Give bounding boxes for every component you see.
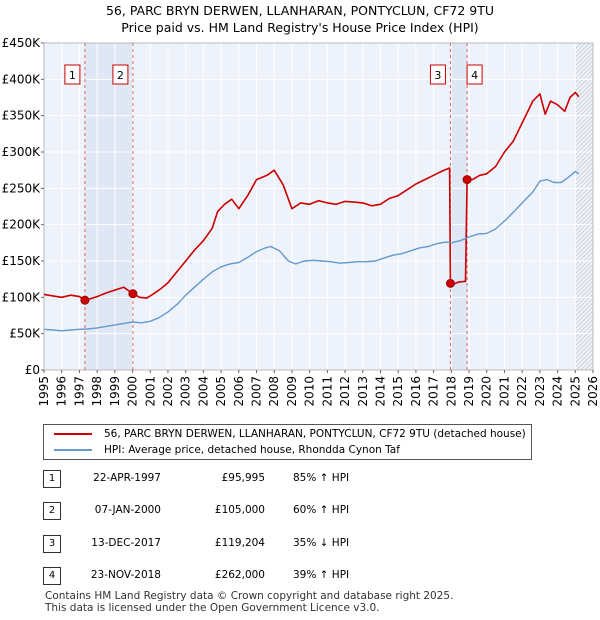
x-tick-label: 2014	[373, 376, 387, 407]
sale-band-1-2	[84, 43, 133, 370]
legend-item-property: 56, PARC BRYN DERWEN, LLANHARAN, PONTYCL…	[54, 426, 526, 442]
x-tick-label: 2011	[320, 376, 334, 407]
sale-label-text: 4	[471, 69, 478, 82]
legend-item-hpi: HPI: Average price, detached house, Rhon…	[54, 442, 400, 458]
x-tick-label: 2021	[497, 376, 511, 407]
x-tick-label: 2009	[285, 376, 299, 407]
x-tick-label: 2007	[250, 376, 264, 407]
x-tick-label: 2026	[586, 376, 600, 407]
x-tick-label: 1995	[37, 376, 51, 407]
chart-subtitle: Price paid vs. HM Land Registry's House …	[121, 20, 479, 35]
y-tick-label: £200K	[2, 218, 42, 232]
x-tick-label: 2019	[462, 376, 476, 407]
legend-swatch-property	[54, 433, 92, 435]
y-tick-label: £250K	[2, 181, 42, 195]
x-tick-label: 2000	[126, 376, 140, 407]
x-tick-label: 2020	[480, 376, 494, 407]
legend-swatch-hpi	[54, 449, 92, 451]
legend-label-property: 56, PARC BRYN DERWEN, LLANHARAN, PONTYCL…	[104, 428, 526, 440]
x-tick-label: 2001	[143, 376, 157, 407]
x-tick-label: 2015	[391, 376, 405, 407]
x-tick-label: 2023	[533, 376, 547, 407]
chart-title: 56, PARC BRYN DERWEN, LLANHARAN, PONTYCL…	[105, 3, 495, 18]
plot-area	[44, 43, 593, 370]
transaction-number: 1	[43, 470, 61, 488]
x-tick-label: 2022	[515, 376, 529, 407]
plot-frame	[43, 42, 594, 371]
sale-point	[445, 278, 455, 288]
x-tick-label: 2018	[444, 376, 458, 407]
sale-label-box	[64, 64, 81, 85]
price-chart: £0 £50K £100K £150K £200K £250K £300K £350K £400…	[2, 36, 600, 407]
hpi-line	[43, 170, 580, 332]
sale-band-3-4	[450, 43, 468, 370]
table-row: 2 07-JAN-2000 £105,000 60% ↑ HPI	[43, 502, 563, 522]
footer-line-2: This data is licensed under the Open Gov…	[45, 602, 380, 614]
x-tick-label: 2005	[214, 376, 228, 407]
x-tick-label: 2002	[161, 376, 175, 407]
x-tick-label: 2004	[196, 376, 210, 407]
transaction-price: £262,000	[214, 569, 265, 581]
x-tick-label: 2013	[356, 376, 370, 407]
forecast-hatch	[575, 43, 593, 370]
y-tick-label: £400K	[2, 72, 42, 86]
transaction-hpi: 60% ↑ HPI	[293, 504, 350, 516]
x-tick-label: 1999	[108, 376, 122, 407]
x-tick-label: 2006	[232, 376, 246, 407]
transaction-hpi: 85% ↑ HPI	[293, 472, 350, 484]
transaction-date: 23-NOV-2018	[90, 569, 161, 581]
sale-label-box	[466, 64, 483, 85]
legend-label-hpi: HPI: Average price, detached house, Rhon…	[104, 444, 400, 456]
transaction-number: 3	[43, 535, 61, 553]
x-tick-label: 2010	[303, 376, 317, 407]
transaction-date: 22-APR-1997	[93, 472, 161, 484]
transaction-price: £95,995	[221, 472, 265, 484]
transaction-price: £105,000	[214, 504, 265, 516]
y-tick-label: £50K	[9, 327, 41, 341]
transaction-price: £119,204	[214, 537, 265, 549]
transaction-number: 4	[43, 567, 61, 585]
sale-label-box	[112, 64, 129, 85]
sale-label-text: 2	[117, 69, 124, 82]
transaction-hpi: 35% ↓ HPI	[293, 537, 350, 549]
x-tick-label: 1997	[72, 376, 86, 407]
footer-line-1: Contains HM Land Registry data © Crown c…	[45, 590, 454, 602]
legend: 56, PARC BRYN DERWEN, LLANHARAN, PONTYCL…	[43, 424, 532, 460]
x-tick-label: 2016	[409, 376, 423, 407]
sale-label-box	[429, 64, 446, 85]
y-tick-label: £300K	[2, 145, 42, 159]
y-tick-label: £0	[25, 363, 40, 377]
y-tick-label: £450K	[2, 36, 42, 50]
sale-label-text: 1	[69, 69, 76, 82]
transaction-number: 2	[43, 502, 61, 520]
x-tick-label: 1996	[55, 376, 69, 407]
sale-point	[128, 289, 138, 299]
x-tick-label: 1998	[90, 376, 104, 407]
x-tick-label: 2012	[338, 376, 352, 407]
transaction-hpi: 39% ↑ HPI	[293, 569, 350, 581]
sale-label-text: 3	[434, 69, 441, 82]
x-tick-label: 2008	[267, 376, 281, 407]
y-tick-label: £350K	[2, 109, 42, 123]
x-tick-label: 2003	[179, 376, 193, 407]
x-tick-label: 2025	[568, 376, 582, 407]
y-tick-label: £100K	[2, 290, 42, 304]
transaction-date: 13-DEC-2017	[91, 537, 161, 549]
table-row: 1 22-APR-1997 £95,995 85% ↑ HPI	[43, 470, 563, 490]
footer: Contains HM Land Registry data © Crown c…	[45, 590, 453, 614]
sale-point	[80, 295, 90, 305]
table-row: 4 23-NOV-2018 £262,000 39% ↑ HPI	[43, 567, 563, 587]
y-tick-label: £150K	[2, 254, 42, 268]
x-tick-label: 2024	[551, 376, 565, 407]
sale-point	[462, 175, 472, 185]
x-tick-label: 2017	[427, 376, 441, 407]
property-price-line	[43, 91, 580, 301]
table-row: 3 13-DEC-2017 £119,204 35% ↓ HPI	[43, 535, 563, 555]
transaction-date: 07-JAN-2000	[94, 504, 161, 516]
